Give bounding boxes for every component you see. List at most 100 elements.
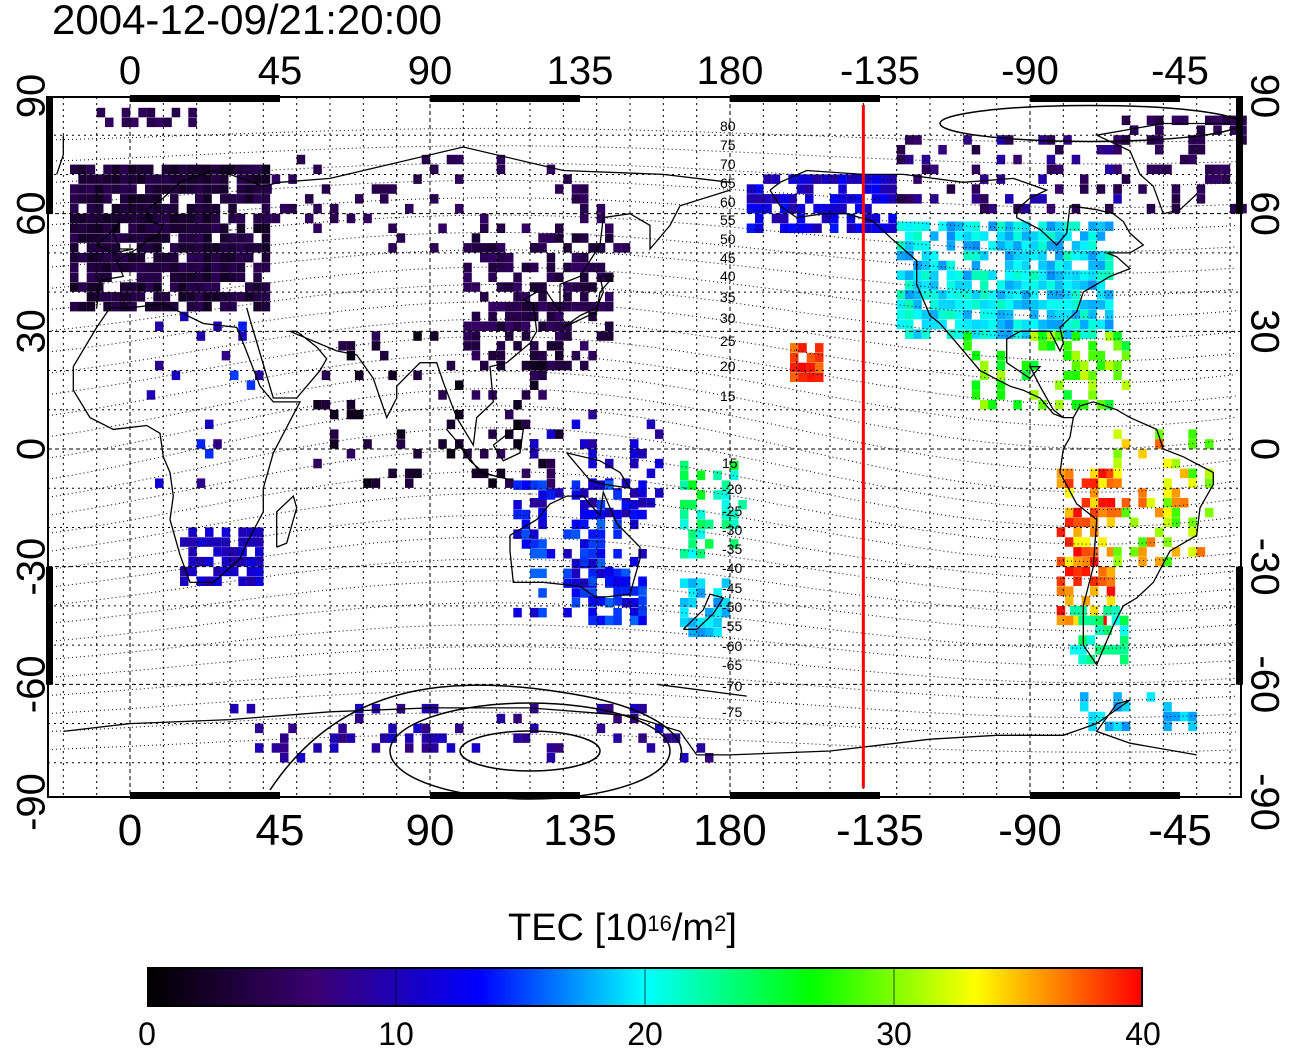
tec-cell (946, 221, 956, 231)
tec-cell (120, 184, 129, 194)
tec-cell (580, 588, 589, 598)
tec-cell (1088, 241, 1097, 251)
tec-cell (1081, 517, 1091, 528)
tec-cell (1196, 194, 1206, 204)
tec-cell (1055, 380, 1064, 390)
tec-cell (1065, 468, 1074, 479)
tec-cell (330, 439, 339, 449)
magnetic-latitude-label: -65 (722, 657, 742, 673)
tec-cell (86, 194, 96, 204)
tec-cell (880, 194, 889, 204)
tec-cell (1080, 241, 1089, 251)
tec-cell (938, 319, 947, 330)
tec-cell (790, 343, 799, 353)
tec-cell (1171, 507, 1181, 518)
tec-cell (330, 429, 339, 439)
tec-cell (1081, 498, 1091, 508)
tec-cell (1055, 300, 1064, 310)
tec-cell (1096, 184, 1106, 194)
tec-cell (815, 352, 824, 363)
tec-cell (930, 300, 939, 310)
tec-cell (253, 262, 262, 273)
tec-cell (496, 262, 506, 273)
tec-cell (161, 233, 171, 243)
tec-cell (538, 588, 547, 598)
tec-cell (905, 154, 914, 165)
tec-cell (563, 282, 572, 292)
tec-cell (530, 529, 539, 539)
tec-cell (763, 203, 772, 214)
longitude-label-top: 135 (547, 49, 614, 93)
tec-cell (538, 509, 547, 520)
magnetic-latitude-label: -35 (722, 541, 742, 557)
tec-cell (220, 243, 229, 253)
tec-cell (170, 252, 179, 263)
tec-cell (913, 300, 922, 310)
tec-cell (613, 509, 622, 520)
tec-cell (588, 301, 597, 312)
tec-cell (688, 598, 697, 608)
tec-cell (638, 596, 647, 606)
tec-cell (1188, 154, 1197, 165)
tec-cell (388, 723, 397, 734)
tec-cell (78, 194, 87, 204)
tec-cell (580, 252, 589, 263)
longitude-label-bottom: 180 (693, 806, 766, 855)
tec-cell (228, 272, 237, 282)
tec-cell (95, 262, 104, 273)
tec-cell (355, 194, 364, 204)
tec-cell (546, 321, 556, 331)
tec-cell (1013, 290, 1022, 300)
tec-cell (1188, 468, 1197, 479)
tec-cell (596, 549, 606, 559)
tec-cell (1188, 711, 1197, 722)
tec-cell (488, 272, 497, 282)
tec-cell (78, 282, 87, 292)
tec-cell (721, 509, 731, 520)
magnetic-latitude-line (47, 427, 1237, 510)
tec-cell (1005, 260, 1014, 271)
tec-cell (638, 509, 647, 520)
tec-cell (1005, 329, 1014, 339)
tec-cell (730, 460, 739, 471)
tec-cell (746, 223, 756, 233)
tec-cell (1063, 370, 1072, 381)
tec-cell (896, 319, 906, 330)
tec-cell (1038, 174, 1047, 184)
tec-cell (1180, 154, 1189, 165)
tec-cell (563, 321, 572, 331)
tec-cell (153, 292, 162, 302)
tec-cell (496, 164, 506, 175)
tec-cell (580, 500, 589, 510)
tec-cell (871, 194, 881, 204)
tec-cell (955, 221, 964, 231)
tec-cell (546, 341, 556, 351)
tec-cell (605, 292, 614, 302)
tec-cell (596, 529, 606, 539)
longitude-label-bottom: 90 (406, 806, 455, 855)
magnetic-latitude-line (47, 602, 1237, 649)
tec-cell (78, 252, 87, 263)
tec-cell (1095, 615, 1104, 626)
tec-cell (1105, 360, 1114, 371)
tec-cell (1088, 280, 1097, 290)
tec-cell (161, 164, 171, 175)
tec-cell (238, 556, 247, 567)
tec-cell (1013, 154, 1022, 165)
tec-cell (1071, 250, 1081, 261)
tec-cell (70, 252, 79, 263)
frame-tick-bar (46, 566, 53, 685)
tec-cell (170, 184, 179, 194)
tec-cell (563, 360, 572, 371)
tec-cell (830, 194, 839, 204)
tec-cell (1105, 300, 1114, 310)
tec-cell (161, 203, 171, 214)
tec-cell (130, 117, 139, 128)
tec-cell (713, 617, 722, 628)
tec-cell (513, 529, 522, 539)
tec-cell (646, 419, 656, 430)
tec-cell (220, 164, 229, 175)
tec-cell (505, 409, 514, 420)
tec-cell (405, 468, 414, 479)
tec-cell (203, 184, 212, 194)
